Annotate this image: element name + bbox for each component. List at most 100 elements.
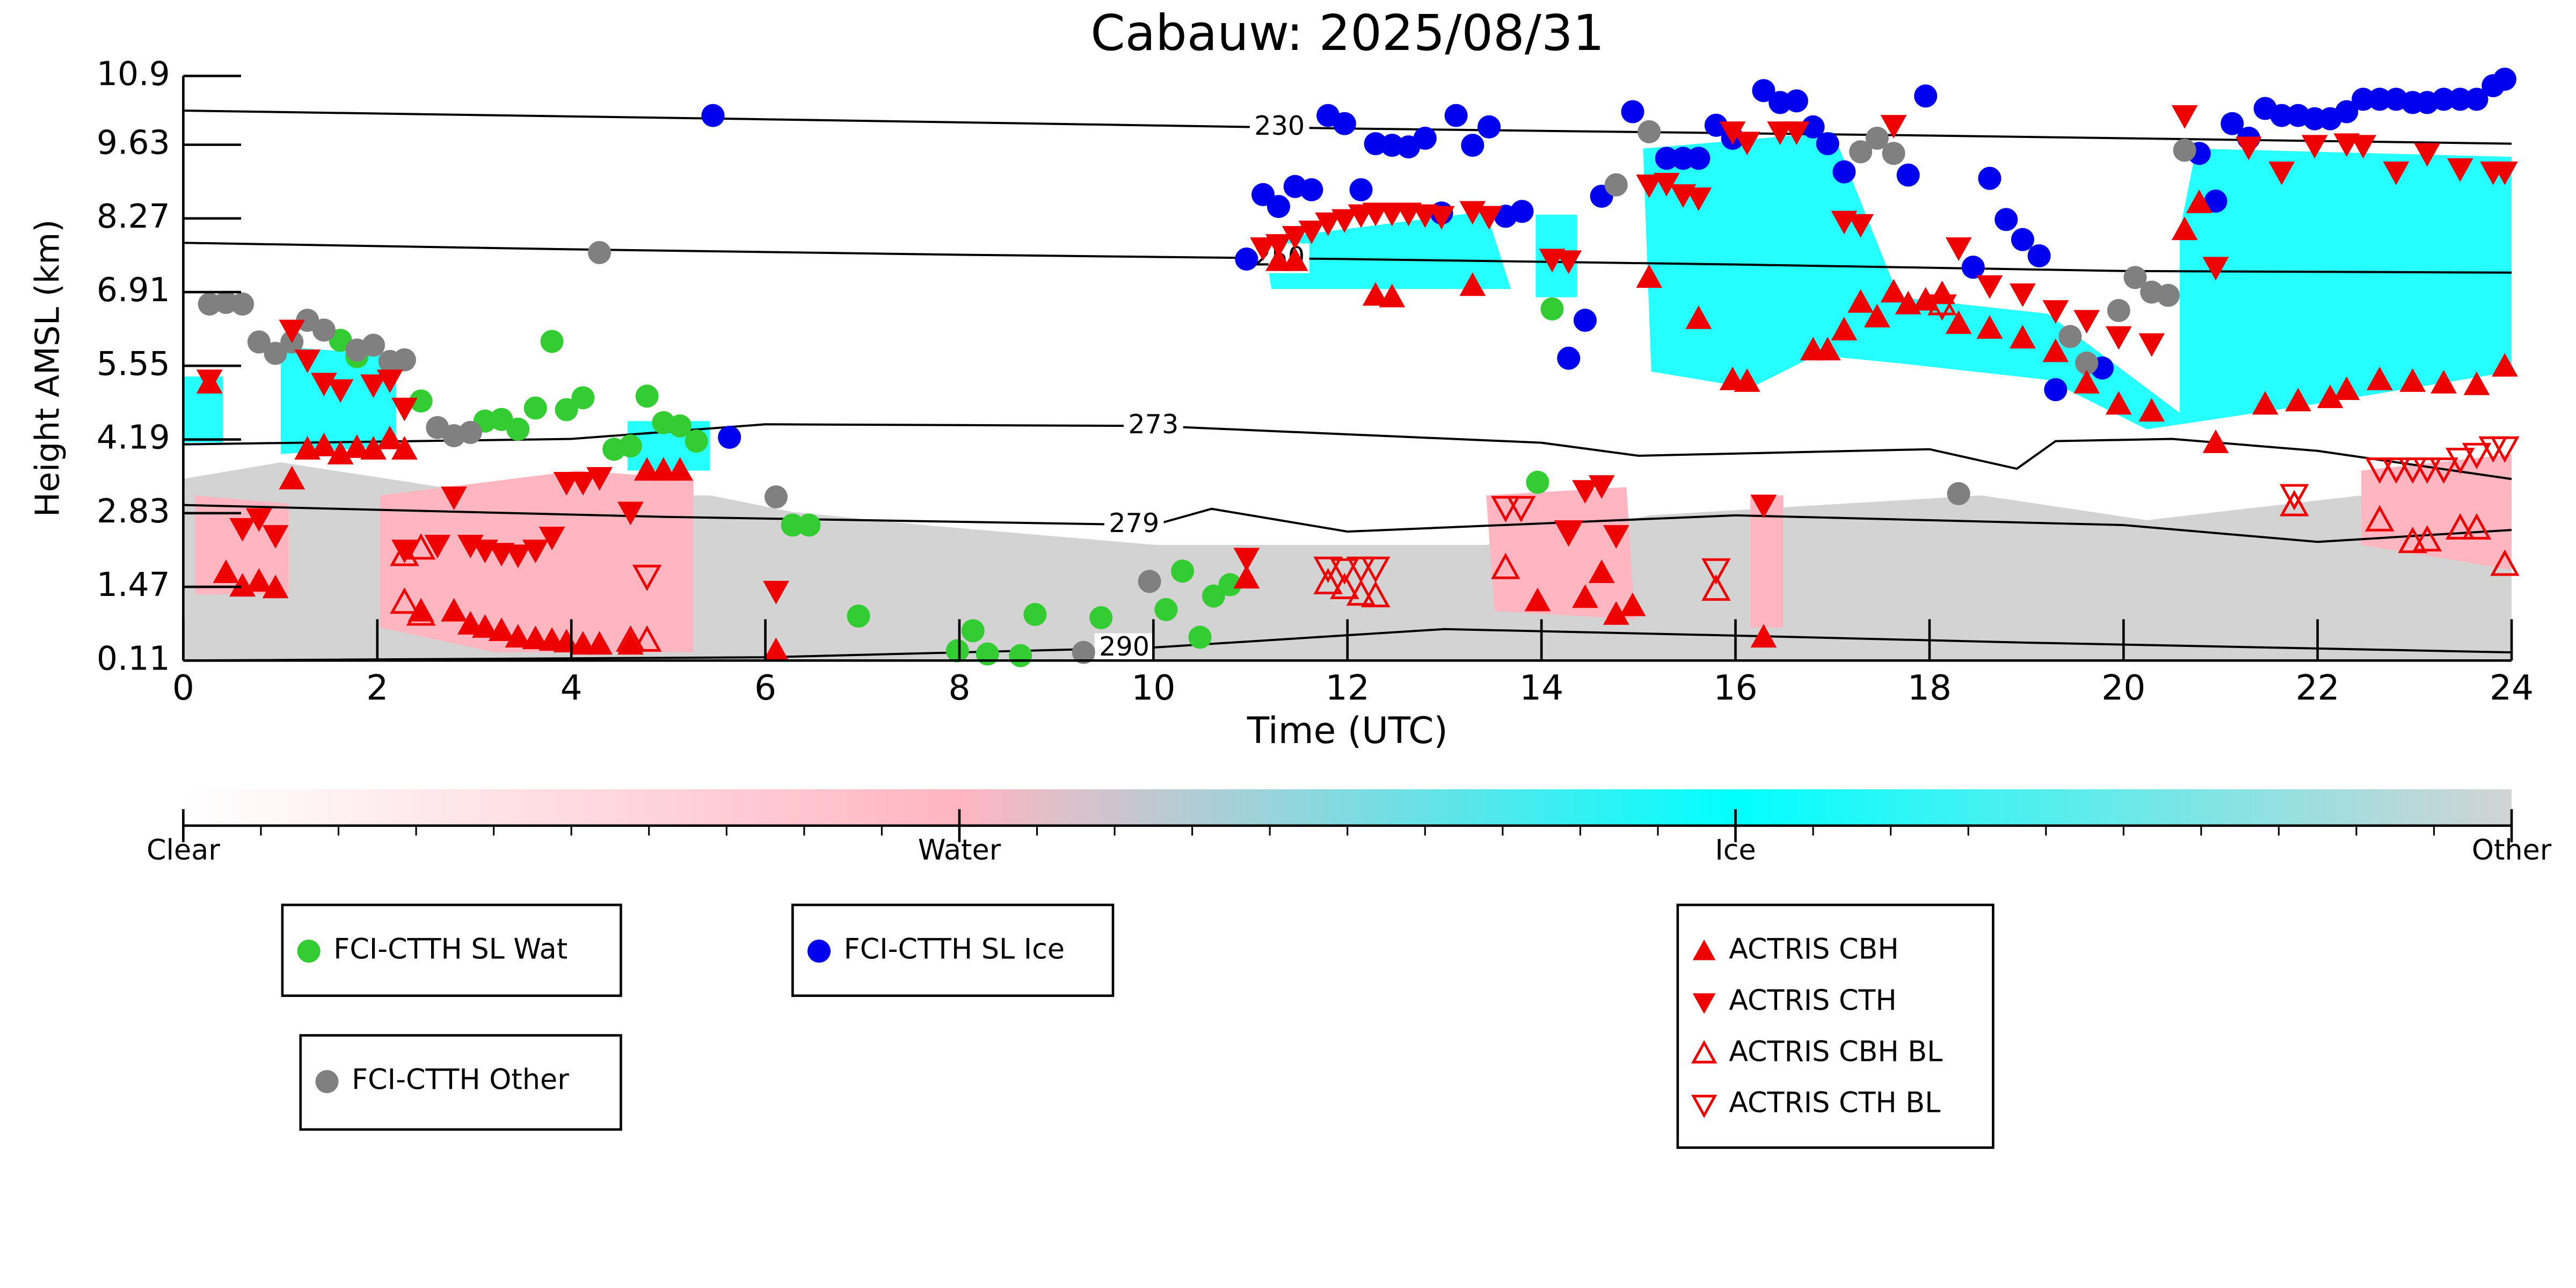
point <box>2431 369 2457 394</box>
colorbar-label: Other <box>2472 834 2552 867</box>
point <box>1604 173 1628 197</box>
point <box>2350 135 2376 159</box>
point <box>1588 475 1615 499</box>
point <box>1621 100 1644 123</box>
point <box>2412 525 2442 552</box>
point <box>1009 644 1032 667</box>
point <box>1360 556 1391 583</box>
point <box>618 434 642 458</box>
point <box>555 398 578 421</box>
point <box>459 420 482 444</box>
x-axis-label: Time (UTC) <box>1247 709 1448 752</box>
contour-line <box>183 423 2512 481</box>
point <box>2398 457 2427 484</box>
contour-label: 230 <box>1254 110 1305 141</box>
point <box>1218 573 1242 596</box>
legend: ACTRIS CBH ACTRIS CTH ACTRIS CBH BL ACTRIS … <box>1676 904 1995 1149</box>
point <box>553 472 580 496</box>
colorbar-label: Ice <box>1715 834 1756 867</box>
point <box>2463 371 2490 395</box>
y-tick-label: 10.9 <box>97 55 170 93</box>
point <box>441 598 467 622</box>
point <box>522 625 549 650</box>
point <box>1976 315 2003 339</box>
point <box>685 430 708 453</box>
point <box>213 559 239 584</box>
point <box>616 625 645 652</box>
point <box>1685 187 1712 212</box>
point <box>1138 570 1161 593</box>
point <box>1961 256 1985 279</box>
point <box>196 369 223 394</box>
point <box>570 631 596 655</box>
point <box>617 501 644 526</box>
point <box>1346 556 1376 583</box>
point <box>2492 353 2518 377</box>
point <box>1360 581 1391 608</box>
point <box>763 580 789 605</box>
point <box>1379 202 1406 227</box>
point <box>327 379 354 403</box>
point <box>1914 84 1938 108</box>
point <box>588 241 612 264</box>
x-tick-label: 8 <box>948 668 970 708</box>
point <box>2058 325 2082 348</box>
point <box>279 319 305 344</box>
x-tick-label: 16 <box>1713 668 1757 708</box>
point <box>570 472 596 496</box>
x-tick-label: 22 <box>2296 668 2340 708</box>
point <box>1349 178 1373 201</box>
point <box>1526 470 1549 494</box>
point <box>1685 305 1712 329</box>
point <box>2462 442 2492 469</box>
point <box>424 535 451 558</box>
x-tick-label: 18 <box>1908 668 1952 708</box>
point <box>1555 250 1582 274</box>
point <box>764 485 788 509</box>
point <box>1202 584 1225 608</box>
point <box>2414 143 2441 167</box>
chart-title: Cabauw: 2025/08/31 <box>1090 4 1604 62</box>
point <box>2221 112 2244 135</box>
legend-box <box>281 904 622 997</box>
point <box>441 486 467 511</box>
point <box>667 457 693 481</box>
point <box>1413 126 1437 150</box>
point <box>2042 338 2069 362</box>
point <box>1267 195 1290 219</box>
point <box>1750 624 1777 648</box>
point <box>2490 549 2520 576</box>
point <box>2383 161 2410 185</box>
point <box>1265 234 1292 258</box>
point <box>1880 279 1907 303</box>
point <box>1554 520 1583 547</box>
point <box>1831 317 1858 340</box>
point <box>1300 178 1323 201</box>
legend-marker <box>315 1070 339 1094</box>
legend-box <box>299 1034 622 1131</box>
point <box>360 374 387 398</box>
point <box>2432 88 2456 111</box>
x-tick-label: 6 <box>754 668 776 708</box>
point <box>457 610 484 635</box>
point <box>488 617 515 641</box>
point <box>245 508 272 532</box>
point <box>1331 209 1358 233</box>
point <box>1701 558 1731 585</box>
point <box>1233 548 1260 572</box>
point <box>2235 136 2262 161</box>
point <box>945 639 969 663</box>
point <box>1801 115 1825 139</box>
point <box>1947 482 1970 505</box>
point <box>571 386 595 410</box>
legend-label: ACTRIS CTH <box>1729 984 1897 1017</box>
y-tick-label: 9.63 <box>97 123 170 162</box>
point <box>1315 212 1341 236</box>
point <box>2301 135 2328 159</box>
colorbar <box>183 789 2512 826</box>
point <box>1655 147 1678 170</box>
point <box>1849 140 1873 164</box>
legend: FCI-CTTH Other <box>299 1034 622 1131</box>
point <box>362 333 385 357</box>
contour-label: 273 <box>1128 409 1178 440</box>
